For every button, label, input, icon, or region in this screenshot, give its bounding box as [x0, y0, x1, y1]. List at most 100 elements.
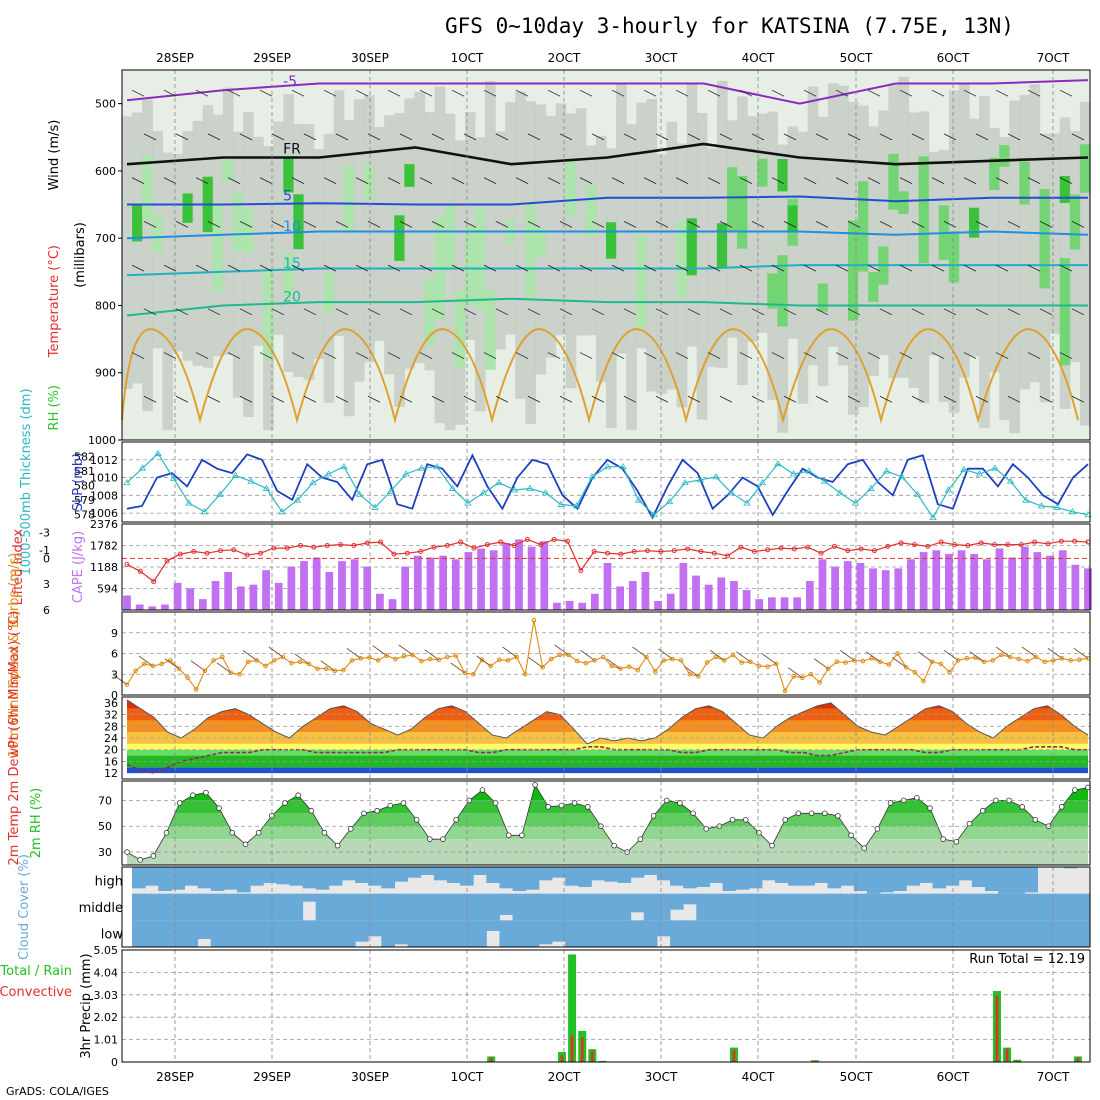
- cloud-middle-bar: [866, 893, 881, 921]
- wind-speed-point: [1016, 656, 1022, 662]
- upper-wind-barb: [271, 133, 285, 141]
- lifted-index-point: [217, 548, 223, 554]
- wind-axis-label: Wind (m/s): [47, 120, 62, 191]
- upper-wind-barb: [355, 89, 369, 97]
- precip-convective-bar: [570, 1035, 574, 1062]
- wind-speed-point: [903, 665, 909, 670]
- precip-tick-label: 4.04: [94, 966, 119, 979]
- cape-bar: [161, 604, 169, 610]
- thickness-point: [340, 462, 348, 470]
- upper-wind-barb: [867, 352, 881, 359]
- upper-wind-barb: [131, 352, 145, 359]
- cape-bar: [439, 555, 447, 610]
- cape-tick-label: 1782: [90, 540, 118, 553]
- rh-frame: [121, 780, 1091, 866]
- upper-wind-barb: [783, 221, 797, 228]
- rh-green-band: [898, 191, 910, 214]
- wind-speed-point: [834, 659, 840, 665]
- cloud-ylabel: Cloud Cover (%): [17, 854, 32, 960]
- lifted-index-point: [671, 548, 677, 554]
- thickness-point: [898, 473, 906, 480]
- thickness-tick-label: 579: [74, 494, 95, 507]
- wind-speed-point: [1007, 654, 1013, 660]
- wind-speed-point: [185, 675, 190, 681]
- upper-wind-barb: [387, 264, 401, 272]
- wind-speed-point: [566, 652, 571, 658]
- wind-frame: [121, 611, 1091, 696]
- upper-wind-barb: [1007, 133, 1021, 141]
- cloud-low-bar: [565, 920, 579, 947]
- temp-color-band: [127, 743, 1088, 750]
- rh-grey-band: [606, 148, 617, 429]
- thickness-point: [619, 462, 627, 470]
- cloud-low-bar: [722, 920, 737, 947]
- upper-wind-barb: [611, 177, 625, 184]
- upper-wind-barb: [419, 264, 433, 272]
- cloud-low-bar: [656, 920, 671, 937]
- rh-point: [242, 841, 249, 848]
- cloud-middle-bar: [132, 893, 146, 921]
- cloud-high-bar: [407, 867, 422, 878]
- wind-speed-point: [410, 652, 416, 658]
- cloud-low-bar: [1063, 920, 1078, 947]
- rh-grey-band: [938, 149, 950, 403]
- wind-speed-point: [609, 663, 615, 669]
- temp-color-band: [127, 767, 1088, 774]
- rh-grey-band: [414, 91, 426, 364]
- cloud-middle-bar: [315, 893, 330, 921]
- lifted-index-point: [338, 542, 344, 548]
- rh-grey-band: [192, 120, 204, 366]
- cape-bar: [515, 539, 523, 610]
- cloud-high-bar: [145, 867, 159, 886]
- cloud-low-bar: [880, 920, 894, 947]
- upper-wind-barb: [783, 133, 797, 141]
- wind-speed-point: [722, 658, 727, 663]
- upper-wind-barb: [367, 395, 381, 403]
- wind-barb: [242, 650, 258, 661]
- cloud-low-bar: [132, 920, 146, 947]
- upper-wind-barb: [239, 221, 253, 228]
- lifted-index-point: [524, 536, 530, 542]
- cloud-low-bar: [683, 920, 697, 947]
- upper-wind-barb: [303, 221, 317, 228]
- cloud-low-bar: [223, 920, 238, 947]
- wind-speed-point: [964, 656, 970, 661]
- rh-grey-band: [817, 116, 829, 387]
- upper-air-frame: [121, 69, 1091, 441]
- wind-speed-point: [626, 664, 632, 669]
- precip-convective-bar: [995, 995, 999, 1062]
- lifted-index-point: [911, 542, 917, 548]
- cloud-middle-bar: [289, 893, 304, 921]
- isotherm-25-line: [121, 328, 1079, 424]
- rh-grey-band: [908, 112, 920, 388]
- cloud-high-bar: [880, 867, 894, 893]
- li-tick-label: -3: [39, 527, 50, 540]
- upper-wind-barb: [995, 89, 1009, 97]
- thickness-point: [402, 470, 410, 477]
- cloud-middle-bar: [341, 893, 356, 921]
- rh-grey-band: [142, 99, 153, 412]
- wind-speed-point: [306, 661, 312, 667]
- upper-wind-barb: [463, 133, 477, 141]
- upper-wind-barb: [911, 308, 925, 316]
- upper-wind-barb: [611, 264, 625, 272]
- rh-grey-band: [505, 102, 516, 335]
- rh-green-band: [152, 216, 163, 252]
- upper-wind-barb: [1071, 308, 1085, 316]
- cloud-middle-bar: [538, 893, 553, 921]
- cloud-high-bar: [932, 867, 947, 889]
- cloud-high-bar: [446, 867, 461, 883]
- precip-tick-label: 1.01: [94, 1034, 119, 1047]
- rh-grey-band: [243, 112, 254, 417]
- lifted-index-point: [925, 543, 931, 549]
- upper-wind-barb: [643, 264, 657, 272]
- cape-bar: [856, 562, 865, 610]
- lifted-index-point: [1032, 539, 1038, 545]
- rh-grey-band: [313, 149, 325, 360]
- cloud-middle-bar: [775, 893, 789, 921]
- upper-wind-barb: [227, 89, 241, 97]
- upper-wind-barb: [591, 308, 605, 316]
- lifted-index-point: [952, 542, 958, 548]
- upper-wind-barb: [451, 264, 465, 272]
- cloud-middle-bar: [788, 893, 802, 921]
